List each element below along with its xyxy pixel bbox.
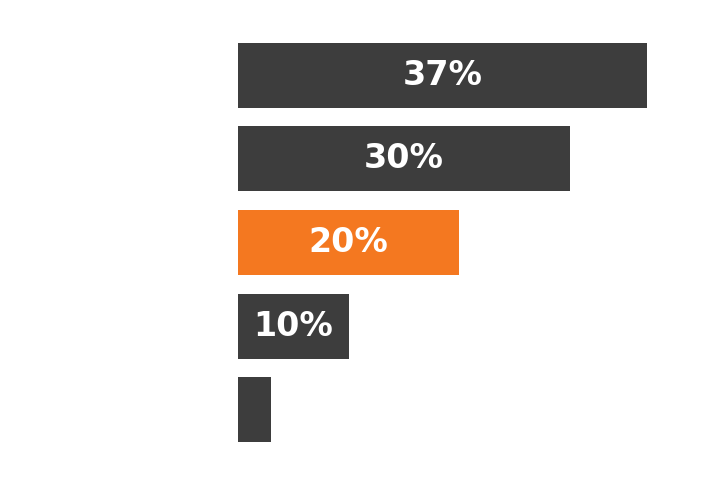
Text: 20%: 20% bbox=[309, 226, 388, 259]
Text: 30%: 30% bbox=[364, 142, 444, 176]
Bar bbox=[238, 42, 647, 108]
Bar bbox=[238, 210, 459, 275]
Text: 37%: 37% bbox=[402, 58, 482, 92]
Text: 10%: 10% bbox=[254, 310, 334, 342]
Bar bbox=[238, 126, 569, 192]
Bar bbox=[238, 377, 271, 442]
Bar bbox=[238, 294, 349, 359]
